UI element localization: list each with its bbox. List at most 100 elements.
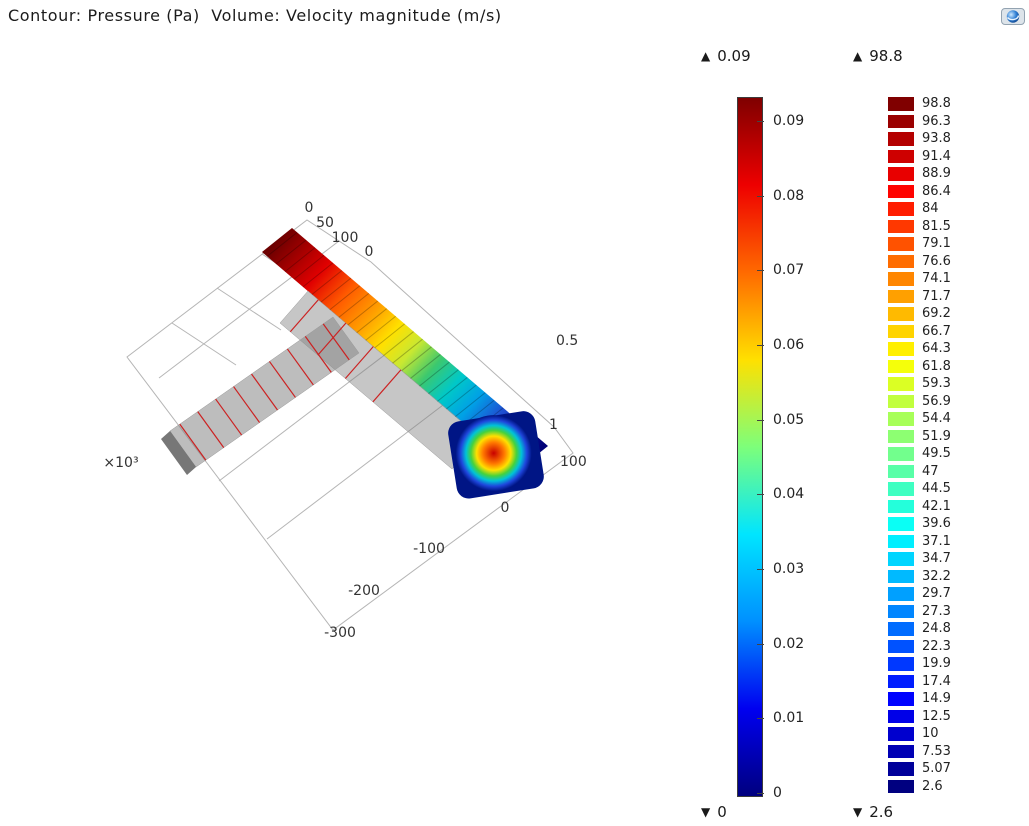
pressure-colorbar — [737, 97, 763, 797]
velocity-tick-label: 64.3 — [922, 341, 951, 356]
velocity-tick-label: 79.1 — [922, 236, 951, 251]
channel-surface-rainbow — [262, 228, 548, 470]
outlet-velocity-blob — [448, 411, 544, 499]
velocity-tick-label: 66.7 — [922, 323, 951, 339]
velocity-tick-label: 91.4 — [922, 148, 951, 164]
tick-mark — [757, 793, 764, 795]
velocity-tick-label: 27.3 — [922, 603, 951, 619]
velocity-color-segment — [888, 394, 914, 408]
pressure-tick-label: 0.08 — [773, 187, 805, 204]
velocity-color-segment — [888, 167, 914, 181]
velocity-color-segment — [888, 447, 914, 461]
velocity-color-segment — [888, 762, 914, 776]
axis-tick-label: 50 — [316, 215, 334, 231]
velocity-tick-label: 56.9 — [922, 393, 951, 409]
velocity-tick-label: 59.3 — [922, 376, 951, 391]
velocity-color-segment — [888, 202, 914, 216]
velocity-color-segment — [888, 534, 914, 548]
pressure-tick-label: 0.06 — [773, 337, 805, 353]
tick-mark — [757, 270, 764, 272]
velocity-color-segment — [888, 464, 914, 478]
pressure-tick-label: 0.07 — [773, 262, 805, 279]
velocity-color-segment — [888, 657, 914, 671]
velocity-tick-label: 42.1 — [922, 498, 951, 514]
tick-mark — [757, 345, 764, 346]
pressure-contour-lines — [179, 299, 402, 461]
velocity-color-segment — [888, 289, 914, 303]
velocity-legend-min: ▼ 2.6 — [853, 803, 893, 821]
tick-mark — [757, 195, 764, 197]
axis-tick-label: -200 — [348, 583, 380, 599]
velocity-tick-label: 51.9 — [922, 428, 951, 444]
tick-mark — [757, 718, 764, 720]
triangle-down-icon: ▼ — [853, 805, 863, 819]
velocity-tick-label: 17.4 — [922, 673, 951, 689]
velocity-tick-label: 14.9 — [922, 691, 951, 706]
velocity-color-segment — [888, 744, 914, 758]
velocity-tick-label: 7.53 — [922, 743, 951, 759]
axis-tick-label: 100 — [332, 230, 359, 246]
velocity-color-segment — [888, 429, 914, 443]
velocity-color-segment — [888, 307, 914, 321]
velocity-color-segment — [888, 709, 914, 723]
velocity-color-segment — [888, 377, 914, 391]
velocity-tick-label: 49.5 — [922, 446, 951, 461]
velocity-color-segment — [888, 499, 914, 513]
comsol-logo-icon — [1001, 8, 1025, 25]
velocity-color-segment — [888, 552, 914, 566]
pressure-legend-max: ▲ 0.09 — [701, 47, 751, 65]
pressure-tick-label: 0.02 — [773, 635, 805, 652]
velocity-color-segment — [888, 97, 914, 111]
pressure-legend-min: ▼ 0 — [701, 803, 727, 821]
velocity-tick-label: 39.6 — [922, 516, 951, 531]
velocity-tick-label: 93.8 — [922, 131, 951, 146]
tick-mark — [757, 121, 764, 122]
velocity-color-segment — [888, 604, 914, 618]
velocity-tick-label: 47 — [922, 463, 939, 479]
velocity-color-segment — [888, 149, 914, 163]
pressure-min-value: 0 — [717, 803, 727, 821]
velocity-min-value: 2.6 — [869, 803, 894, 821]
velocity-color-segment — [888, 237, 914, 251]
velocity-tick-label: 84 — [922, 201, 939, 216]
velocity-tick-label: 32.2 — [922, 568, 951, 584]
triangle-up-icon: ▲ — [701, 49, 711, 63]
velocity-color-segment — [888, 639, 914, 653]
axis-tick-label: 100 — [560, 454, 587, 470]
triangle-up-icon: ▲ — [853, 49, 863, 63]
velocity-tick-label: 22.3 — [922, 638, 951, 654]
velocity-tick-label: 81.5 — [922, 218, 951, 234]
pressure-tick-label: 0.04 — [773, 486, 805, 503]
velocity-tick-label: 37.1 — [922, 533, 951, 549]
tick-mark — [757, 569, 764, 571]
axis-tick-label: 0 — [365, 244, 374, 260]
channel-arm-end-cap — [161, 431, 196, 475]
velocity-tick-label: 34.7 — [922, 551, 951, 566]
velocity-tick-label: 96.3 — [922, 113, 951, 129]
axis-tick-label: 0.5 — [556, 333, 578, 349]
velocity-color-segment — [888, 184, 914, 198]
axis-tick-label: 0 — [501, 500, 510, 516]
velocity-tick-label: 71.7 — [922, 288, 951, 304]
velocity-tick-label: 5.07 — [922, 761, 951, 776]
velocity-tick-label: 10 — [922, 726, 939, 741]
axis-tick-label: 1 — [549, 417, 558, 433]
velocity-color-segment — [888, 779, 914, 793]
velocity-tick-label: 88.9 — [922, 166, 951, 181]
pressure-tick-label: 0.09 — [773, 113, 805, 129]
velocity-tick-label: 61.8 — [922, 358, 951, 374]
plot-title: Contour: Pressure (Pa) Volume: Velocity … — [8, 6, 502, 25]
axis-tick-label: ×10³ — [103, 455, 138, 471]
velocity-tick-label: 29.7 — [922, 586, 951, 601]
pressure-tick-label: 0.03 — [773, 561, 805, 578]
velocity-color-segment — [888, 342, 914, 356]
velocity-color-segment — [888, 114, 914, 128]
velocity-color-segment — [888, 219, 914, 233]
velocity-legend-max: ▲ 98.8 — [853, 47, 903, 65]
tick-mark — [757, 419, 764, 421]
velocity-color-segment — [888, 482, 914, 496]
velocity-tick-label: 98.8 — [922, 96, 951, 111]
velocity-color-segment — [888, 412, 914, 426]
velocity-tick-label: 19.9 — [922, 656, 951, 671]
